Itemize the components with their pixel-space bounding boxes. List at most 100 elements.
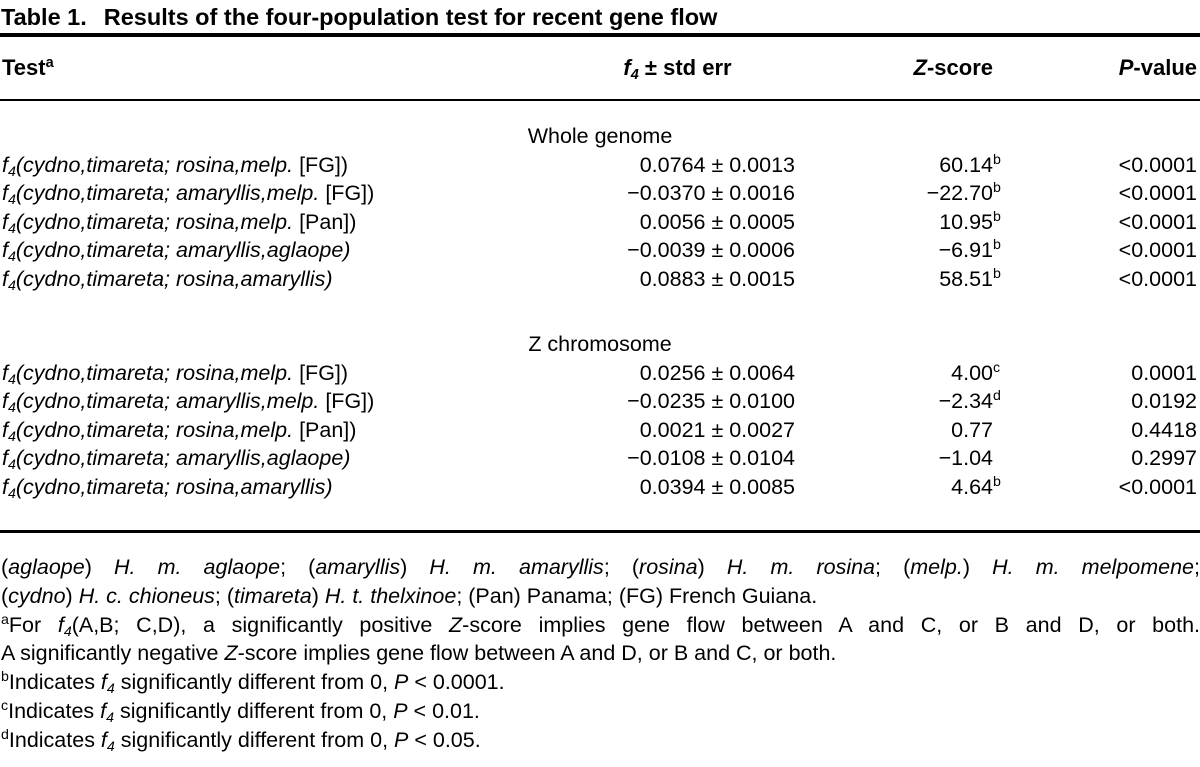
footnote-text: ; (Pan) Panama; (FG) French Guiana. — [456, 583, 818, 608]
footnote-text: ; ( — [280, 555, 316, 579]
footnote-text: ; ( — [214, 583, 235, 608]
table-row: f4(cydno,timareta; amaryllis,melp. [FG])… — [0, 179, 1200, 208]
zscore-cell: 0.77 — [795, 416, 1007, 445]
pvalue-cell: <0.0001 — [1118, 474, 1197, 499]
footnote-line: cIndicates f4 significantly different fr… — [0, 697, 1200, 726]
f4-symbol: f — [2, 266, 8, 291]
test-cell: f4(cydno,timareta; amaryllis,aglaope) — [0, 236, 560, 265]
zscore-cell: 58.51b — [939, 265, 1001, 291]
footnote-text: Z — [449, 612, 463, 637]
zscore-cell: −22.70b — [926, 180, 1001, 205]
test-cell: f4(cydno,timareta; amaryllis,melp. [FG]) — [0, 387, 560, 416]
f4-symbol: f — [2, 152, 8, 177]
test-populations: (cydno,timareta; rosina,amaryllis) — [15, 474, 333, 499]
footnote-mark: d — [1, 726, 9, 743]
column-header-p-rest: -value — [1133, 54, 1197, 80]
footnote-text: H. m. amaryllis — [429, 555, 604, 579]
footnote-text: ; ( — [603, 555, 640, 579]
footnote-text: melp. — [910, 555, 963, 579]
footnote-line: (cydno) H. c. chioneus; (timareta) H. t.… — [0, 582, 1200, 611]
f4-value-cell: 0.0256 ± 0.0064 — [639, 360, 795, 385]
f4-subscript: 4 — [7, 428, 16, 445]
footnote-text: < 0.05. — [408, 727, 481, 752]
footnotes: (aglaope) H. m. aglaope; (amaryllis) H. … — [0, 533, 1200, 755]
zscore-value: −1.04 — [938, 446, 993, 470]
section-gap — [0, 293, 1200, 330]
footnote-mark: b — [1, 669, 9, 686]
table-row: f4(cydno,timareta; amaryllis,aglaope) −0.… — [0, 236, 1200, 265]
footnote-text: H. c. chioneus — [78, 583, 215, 608]
column-header-test-footnote-mark: a — [45, 54, 54, 71]
test-cell: f4(cydno,timareta; rosina,amaryllis) — [0, 265, 560, 294]
test-populations: (cydno,timareta; amaryllis,aglaope) — [15, 238, 351, 262]
footnote-text: Indicates — [8, 670, 101, 695]
column-header-f4-symbol: f — [623, 54, 631, 80]
table-row: f4(cydno,timareta; rosina,melp. [FG]) 0.0… — [0, 151, 1200, 180]
footnote-text: rosina — [639, 555, 698, 579]
f4-value-cell: 0.0394 ± 0.0085 — [639, 474, 795, 499]
footnote-subscript: 4 — [106, 681, 115, 698]
f4-value-cell: −0.0039 ± 0.0006 — [627, 238, 795, 262]
zscore-value: −2.34 — [938, 389, 993, 413]
footnote-text: < 0.0001. — [408, 670, 505, 695]
column-header-test: Testa — [0, 55, 560, 81]
zscore-value: 58.51 — [939, 266, 993, 291]
footnote-text: (A,B; C,D), a significantly positive — [71, 612, 450, 637]
f4-symbol: f — [2, 417, 8, 442]
pvalue-cell: <0.0001 — [1118, 266, 1197, 291]
test-populations: (cydno,timareta; rosina,melp. — [15, 209, 294, 234]
section-header: Z chromosome — [528, 332, 672, 356]
f4-subscript: 4 — [7, 163, 16, 180]
f4-subscript: 4 — [7, 457, 16, 473]
footnote-text: For — [8, 612, 58, 637]
test-suffix: [FG]) — [319, 389, 375, 413]
zscore-cell: 4.64b — [951, 473, 1001, 499]
test-populations: (cydno,timareta; rosina,melp. — [15, 360, 294, 385]
footnote-text: A significantly negative — [1, 641, 225, 666]
footnote-text: f — [100, 698, 107, 723]
footnote-text: Indicates — [8, 698, 101, 723]
column-header-p-symbol: P — [1118, 54, 1134, 80]
test-cell: f4(cydno,timareta; rosina,melp. [FG]) — [0, 359, 560, 388]
test-populations: (cydno,timareta; amaryllis,melp. — [15, 389, 320, 413]
test-suffix: [FG]) — [293, 152, 349, 177]
footnote-text: cydno — [8, 583, 66, 608]
test-cell: f4(cydno,timareta; rosina,melp. [FG]) — [0, 151, 560, 180]
zscore-cell: −1.04 — [795, 444, 1007, 473]
footnote-text: significantly different from 0, — [114, 698, 394, 723]
footnote-text: f — [100, 670, 107, 695]
footnote-text: ) — [962, 555, 993, 579]
table-row: f4(cydno,timareta; rosina,amaryllis) 0.08… — [0, 265, 1200, 294]
pvalue-cell: 0.0001 — [1131, 360, 1197, 385]
footnote-subscript: 4 — [106, 738, 115, 755]
footnote-text: significantly different from 0, — [114, 670, 395, 695]
divider-header — [0, 98, 1200, 101]
f4-symbol: f — [2, 238, 8, 262]
zscore-value: 4.64 — [951, 474, 993, 499]
pvalue-cell: 0.4418 — [1131, 417, 1197, 442]
footnote-text: ( — [1, 583, 9, 608]
footnote-text: amaryllis — [315, 555, 401, 579]
f4-value-cell: 0.0056 ± 0.0005 — [639, 209, 795, 234]
footnote-text: aglaope — [8, 555, 85, 579]
f4-subscript: 4 — [7, 371, 16, 388]
test-populations: (cydno,timareta; rosina,amaryllis) — [15, 266, 333, 291]
f4-value-cell: −0.0108 ± 0.0104 — [627, 446, 795, 470]
pvalue-cell: 0.0192 — [1131, 389, 1197, 413]
column-header-f4-subscript: 4 — [630, 66, 639, 83]
pvalue-cell: <0.0001 — [1118, 152, 1197, 177]
footnote-text: ) — [697, 555, 727, 579]
zscore-value: −22.70 — [926, 181, 993, 205]
test-suffix: [FG]) — [293, 360, 349, 385]
footnote-text: Indicates — [8, 727, 101, 752]
footnote-text: H. m. melpomene — [992, 555, 1195, 579]
f4-subscript: 4 — [7, 192, 16, 208]
f4-subscript: 4 — [7, 220, 16, 237]
f4-value-cell: 0.0764 ± 0.0013 — [639, 152, 795, 177]
footnote-text: Z — [224, 641, 238, 666]
footnote-text: ; ( — [875, 555, 911, 579]
footnote-subscript: 4 — [63, 623, 72, 640]
test-suffix: [Pan]) — [293, 209, 357, 234]
footnote-line: bIndicates f4 significantly different fr… — [0, 668, 1200, 697]
